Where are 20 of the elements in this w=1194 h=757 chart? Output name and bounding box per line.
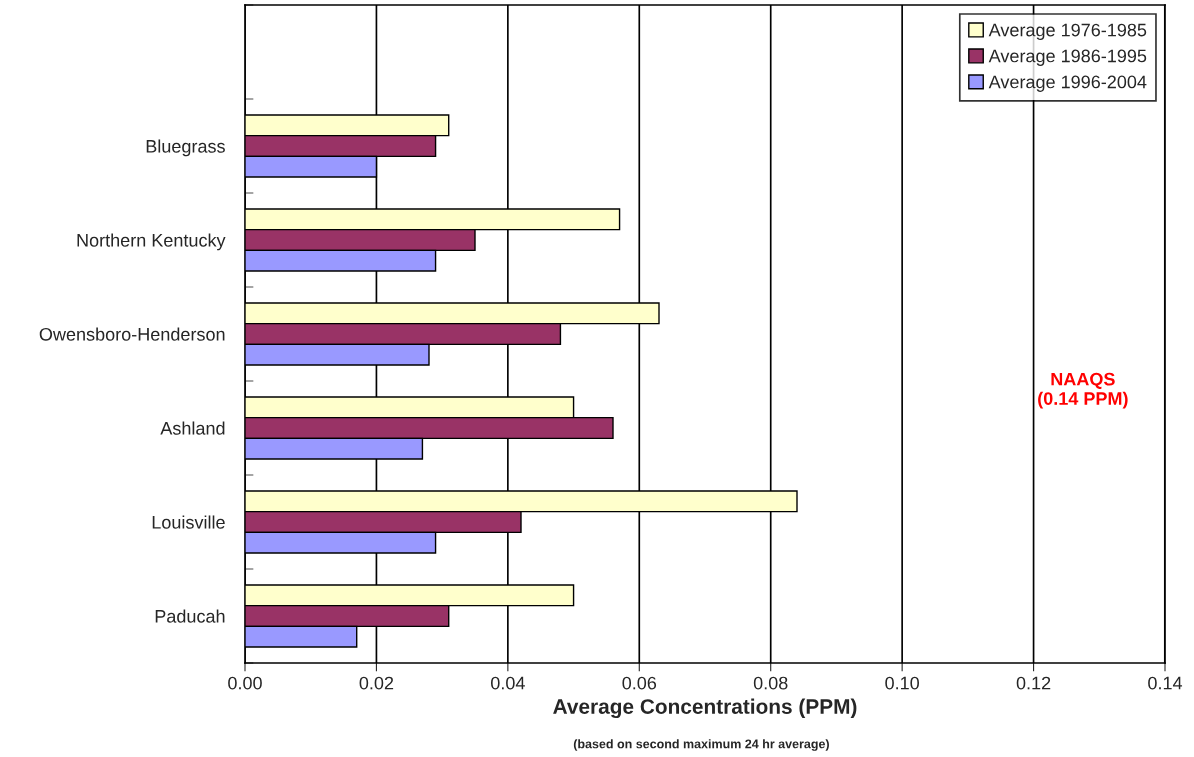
y-tick-label: Owensboro-Henderson <box>39 327 225 341</box>
x-tick-label: 0.02 <box>359 676 394 690</box>
x-tick-label: 0.12 <box>1016 676 1051 690</box>
x-tick-label: 0.14 <box>1148 676 1183 690</box>
x-axis-title: Average Concentrations (PPM) <box>553 698 857 719</box>
ref-line-label: NAAQS (0.14 PPM) <box>1038 372 1128 409</box>
y-tick-label: Paducah <box>155 609 225 623</box>
x-tick-label: 0.04 <box>490 676 525 690</box>
legend-label: Average 1996-2004 <box>988 75 1147 92</box>
x-tick-label: 0.00 <box>228 676 262 690</box>
y-tick-label: Bluegrass <box>146 139 225 157</box>
y-tick-label: Northern Kentucky <box>77 233 226 251</box>
legend-label: Average 1976-1985 <box>988 23 1147 40</box>
y-tick-label: Ashland <box>160 421 225 435</box>
legend-label: Average 1986-1995 <box>988 49 1147 66</box>
x-tick-label: 0.06 <box>622 676 657 690</box>
x-tick-label: 0.08 <box>753 676 788 690</box>
text: (based on second maximum 24 hr average) <box>573 739 829 751</box>
y-tick-label: Louisville <box>152 515 225 529</box>
x-tick-label: 0.10 <box>885 676 920 690</box>
